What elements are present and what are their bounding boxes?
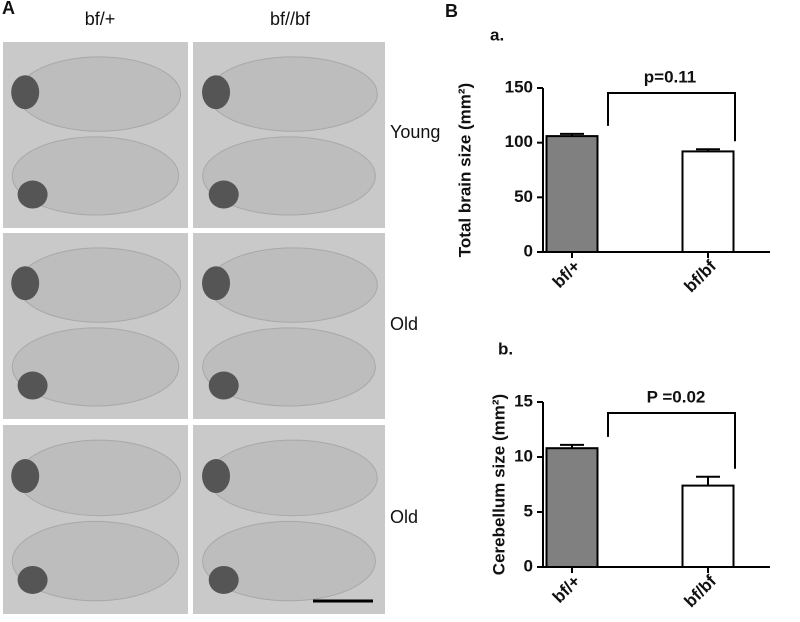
cerebellum bbox=[17, 371, 48, 400]
bar bbox=[681, 484, 735, 569]
cerebellum bbox=[208, 565, 239, 594]
brain-section bbox=[207, 56, 378, 132]
brain-section bbox=[202, 520, 376, 602]
chart-title: a. bbox=[490, 25, 504, 44]
column-label: bf//bf bbox=[270, 9, 311, 29]
panel-label: A bbox=[2, 0, 15, 18]
row-label: Young bbox=[390, 122, 440, 142]
brain-section bbox=[17, 247, 182, 323]
p-value: P =0.02 bbox=[647, 387, 706, 406]
bar bbox=[545, 447, 599, 569]
brain-images bbox=[3, 42, 385, 614]
cerebellum bbox=[17, 180, 48, 209]
bar bbox=[681, 150, 735, 253]
error-bar bbox=[560, 443, 584, 449]
cerebellum bbox=[202, 75, 231, 110]
brain-section bbox=[207, 439, 378, 517]
chart-title: b. bbox=[498, 339, 513, 358]
cerebellum bbox=[208, 371, 239, 400]
cerebellum bbox=[202, 459, 231, 494]
brain-section bbox=[207, 247, 378, 323]
p-value: p=0.11 bbox=[644, 67, 696, 86]
brain-section bbox=[202, 327, 376, 407]
cerebellum bbox=[202, 266, 231, 301]
brain-section bbox=[17, 439, 182, 517]
cerebellum bbox=[208, 180, 239, 209]
y-tick-label: 150 bbox=[505, 77, 533, 96]
y-axis-label: Cerebellum size (mm²) bbox=[489, 394, 508, 575]
panel-label: B bbox=[445, 1, 458, 21]
cerebellum bbox=[11, 266, 40, 301]
row-label: Old bbox=[390, 507, 418, 527]
cerebellum bbox=[11, 459, 40, 494]
brain-section bbox=[202, 136, 376, 216]
brain-section bbox=[11, 136, 180, 216]
y-tick-label: 0 bbox=[524, 556, 533, 575]
y-tick-label: 5 bbox=[524, 501, 533, 520]
brain-section bbox=[17, 56, 182, 132]
y-tick-label: 100 bbox=[505, 132, 533, 151]
cerebellum bbox=[17, 565, 48, 594]
significance-bracket bbox=[607, 412, 736, 469]
significance-bracket bbox=[607, 92, 736, 142]
brain-section bbox=[11, 327, 180, 407]
y-tick-label: 10 bbox=[514, 446, 533, 465]
y-tick-label: 50 bbox=[514, 187, 533, 206]
y-axis-label: Total brain size (mm²) bbox=[455, 83, 474, 257]
bar bbox=[545, 135, 599, 254]
error-bar bbox=[696, 475, 720, 486]
cerebellum bbox=[11, 75, 40, 110]
error-bar bbox=[696, 148, 720, 152]
y-tick-label: 0 bbox=[524, 241, 533, 260]
column-label: bf/+ bbox=[85, 9, 116, 29]
brain-section bbox=[11, 520, 180, 602]
y-tick-label: 15 bbox=[514, 391, 533, 410]
error-bar bbox=[560, 132, 584, 137]
row-label: Old bbox=[390, 314, 418, 334]
